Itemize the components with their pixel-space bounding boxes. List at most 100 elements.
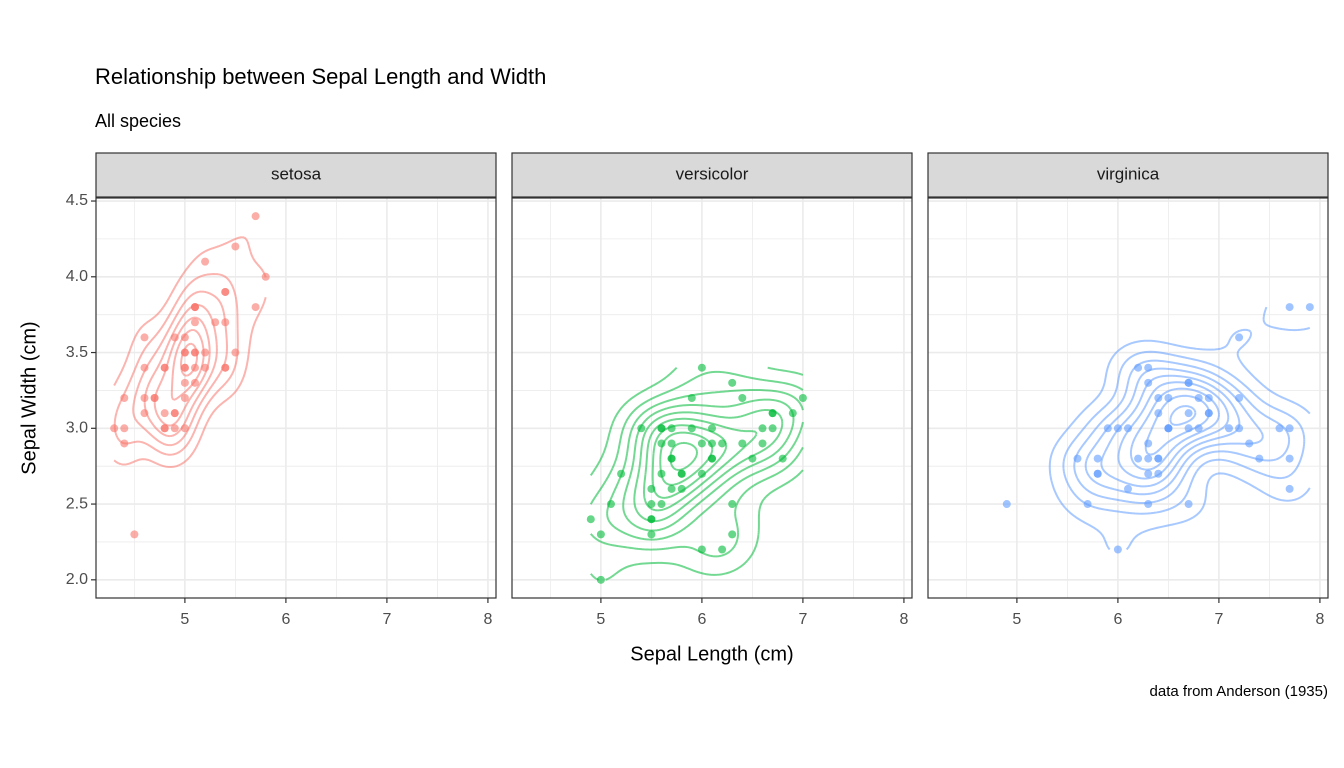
point xyxy=(768,424,777,433)
point xyxy=(140,394,149,402)
point xyxy=(1164,424,1173,433)
point xyxy=(130,530,139,539)
panel xyxy=(927,197,1329,599)
point xyxy=(201,348,210,357)
y-tick-label: 2.5 xyxy=(66,495,88,512)
point xyxy=(1113,545,1122,554)
panel-border xyxy=(95,197,497,599)
point xyxy=(120,424,129,433)
point xyxy=(221,287,230,296)
chart-subtitle: All species xyxy=(95,111,181,131)
point xyxy=(596,530,605,539)
point xyxy=(251,303,260,312)
y-tick-label: 4.0 xyxy=(66,268,88,285)
density-contour xyxy=(1100,374,1241,488)
point xyxy=(697,469,706,478)
x-tick-label: 8 xyxy=(483,611,492,628)
point xyxy=(1083,500,1092,509)
density-contour xyxy=(1062,350,1306,515)
point xyxy=(798,394,807,402)
x-tick-label: 6 xyxy=(281,611,290,628)
point xyxy=(1164,394,1173,402)
point xyxy=(647,530,656,539)
point xyxy=(1144,363,1153,372)
point xyxy=(1154,409,1163,418)
point xyxy=(150,394,159,402)
point xyxy=(667,424,676,433)
point xyxy=(758,439,767,448)
point xyxy=(1002,500,1011,509)
panel-border xyxy=(927,197,1329,599)
y-axis-title: Sepal Width (cm) xyxy=(18,321,40,474)
density-contour xyxy=(642,417,758,512)
point xyxy=(1124,424,1132,433)
point xyxy=(687,394,696,402)
point xyxy=(1154,394,1163,402)
point xyxy=(120,439,129,448)
strip-label: versicolor xyxy=(676,164,749,183)
point xyxy=(657,469,666,478)
point xyxy=(1184,378,1193,387)
point xyxy=(180,378,189,387)
point xyxy=(677,469,686,478)
point xyxy=(1154,469,1163,478)
density-contour xyxy=(1129,387,1220,471)
y-tick-label: 2.0 xyxy=(66,571,88,588)
point xyxy=(1144,500,1153,509)
point xyxy=(606,500,615,509)
density-contour xyxy=(589,370,804,558)
point xyxy=(221,363,230,372)
panel xyxy=(511,197,913,599)
point xyxy=(586,515,595,524)
point xyxy=(1103,424,1112,433)
point xyxy=(1285,484,1294,493)
point xyxy=(160,409,169,418)
point xyxy=(617,469,626,478)
point xyxy=(1204,409,1213,418)
x-tick-label: 7 xyxy=(382,611,391,628)
point xyxy=(1285,454,1294,463)
x-tick-label: 7 xyxy=(798,611,807,628)
x-tick-label: 8 xyxy=(899,611,908,628)
density-contour xyxy=(113,273,239,456)
density-contour xyxy=(1073,359,1291,504)
point xyxy=(221,318,230,327)
density-contour xyxy=(633,409,784,523)
point xyxy=(1285,424,1294,433)
point xyxy=(160,363,169,372)
point xyxy=(637,424,646,433)
point xyxy=(231,348,240,357)
x-tick-label: 6 xyxy=(1113,611,1122,628)
point xyxy=(728,500,737,509)
point xyxy=(768,409,777,418)
point xyxy=(718,545,727,554)
point xyxy=(190,378,199,387)
point xyxy=(1073,454,1082,463)
point xyxy=(1144,454,1153,463)
point xyxy=(1204,394,1213,402)
density-contour xyxy=(606,389,804,541)
point xyxy=(251,212,260,221)
point xyxy=(201,257,210,266)
point xyxy=(1134,363,1143,372)
point xyxy=(647,484,656,493)
point xyxy=(1255,454,1264,463)
caption: data from Anderson (1935) xyxy=(1150,683,1328,700)
point xyxy=(697,439,706,448)
point xyxy=(1285,303,1294,312)
point xyxy=(1134,454,1143,463)
point xyxy=(1305,303,1314,312)
point xyxy=(1124,484,1132,493)
density-contour xyxy=(651,424,728,499)
point xyxy=(778,454,787,463)
x-tick-label: 6 xyxy=(697,611,706,628)
point xyxy=(1225,424,1234,433)
point xyxy=(180,348,189,357)
point xyxy=(261,272,270,281)
point xyxy=(120,394,129,402)
point xyxy=(677,484,686,493)
strip-label: setosa xyxy=(271,164,322,183)
point xyxy=(728,378,737,387)
point xyxy=(1235,394,1244,402)
point xyxy=(180,424,189,433)
